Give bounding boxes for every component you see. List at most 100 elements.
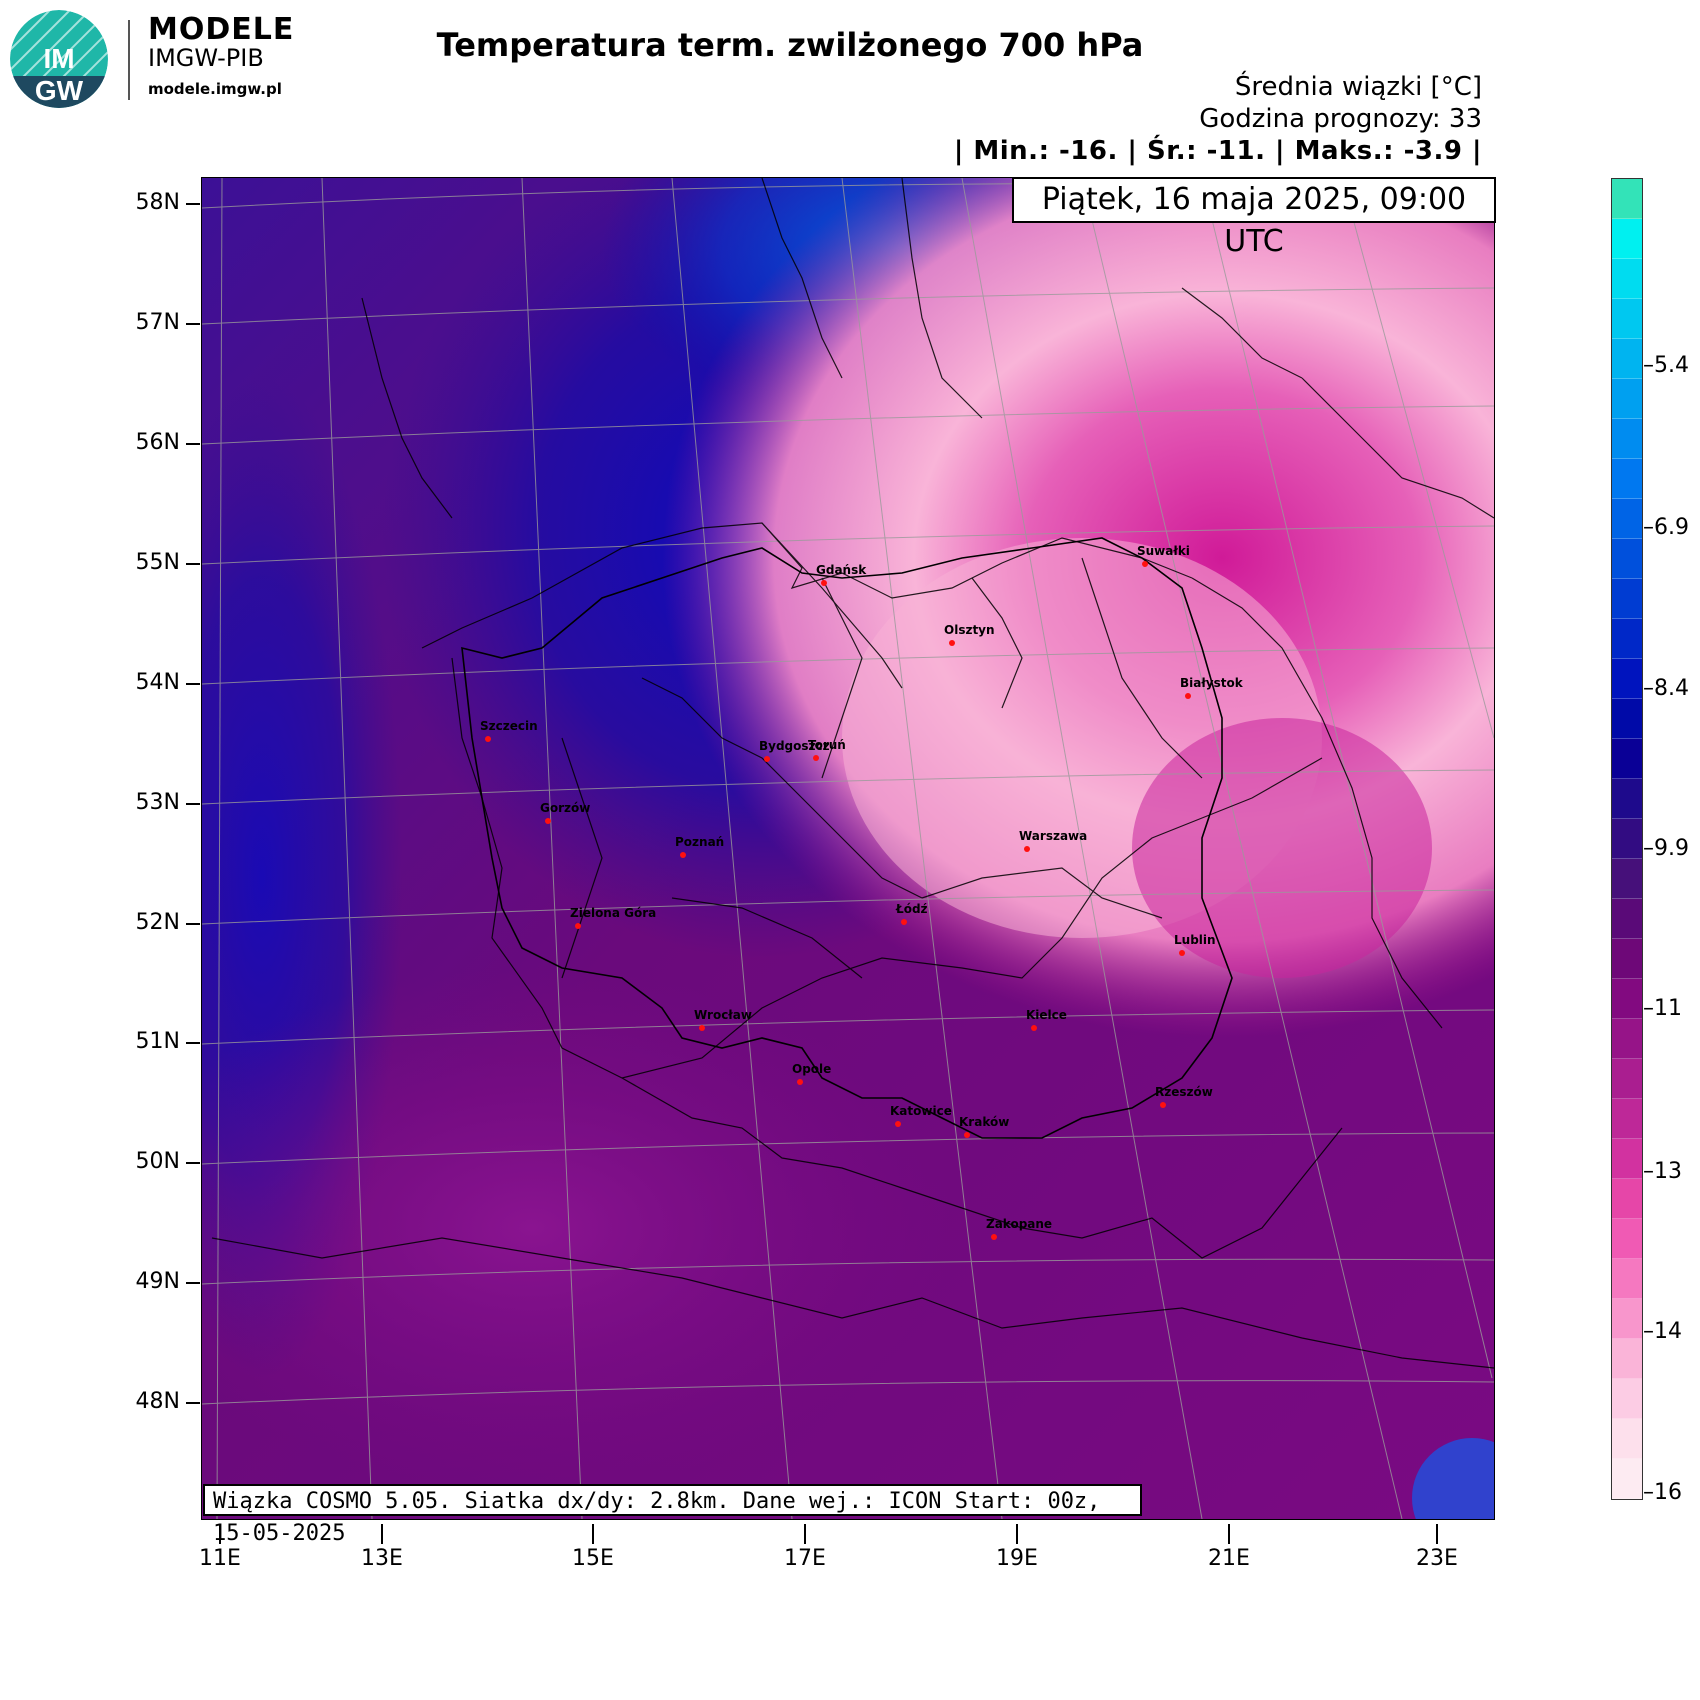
lat-tick-label: 57N [135, 310, 180, 335]
city-label: Białystok [1180, 676, 1243, 690]
field-stats: | Min.: -16. | Śr.: -11. | Maks.: -3.9 | [953, 136, 1482, 166]
colorbar-segment [1612, 979, 1642, 1019]
lat-tick-label: 56N [135, 430, 180, 455]
colorbar-segment [1612, 1059, 1642, 1099]
city-dot [764, 756, 770, 762]
colorbar-segment [1612, 179, 1642, 219]
colorbar-segment [1612, 1339, 1642, 1379]
lon-tick-label: 11E [199, 1546, 241, 1571]
city-dot [895, 1121, 901, 1127]
valid-date: Piątek, 16 maja 2025, 09:00 UTC [1012, 177, 1496, 259]
city-label: Wrocław [694, 1008, 752, 1022]
city-dot [1160, 1102, 1166, 1108]
colorbar-tick-label: –5.4 [1643, 353, 1689, 378]
colorbar-segment [1612, 339, 1642, 379]
lat-tick-label: 55N [135, 550, 180, 575]
units-label: Średnia wiązki [°C] [1234, 72, 1482, 102]
colorbar-segment [1612, 739, 1642, 779]
city-label: Toruń [808, 738, 846, 752]
city-dot [545, 818, 551, 824]
brand-url[interactable]: modele.imgw.pl [148, 80, 282, 98]
colorbar-segment [1612, 1459, 1642, 1499]
colorbar [1611, 178, 1643, 1500]
colorbar-segment [1612, 579, 1642, 619]
city-dot [813, 755, 819, 761]
lon-tick-mark [219, 1524, 221, 1544]
lat-tick-mark [186, 803, 200, 805]
colorbar-tick-label: –11 [1643, 996, 1682, 1021]
brand-title: MODELE [148, 12, 295, 47]
lon-tick-mark [592, 1524, 594, 1544]
city-label: Kielce [1026, 1008, 1067, 1022]
colorbar-segment [1612, 779, 1642, 819]
lon-tick-label: 13E [361, 1546, 403, 1571]
city-label: Opole [792, 1062, 832, 1076]
brand-divider [128, 20, 130, 100]
lat-tick-label: 49N [135, 1269, 180, 1294]
lat-tick-label: 54N [135, 670, 180, 695]
city-dot [821, 580, 827, 586]
city-dot [1031, 1025, 1037, 1031]
lat-tick-mark [186, 1402, 200, 1404]
city-dot [1179, 950, 1185, 956]
colorbar-tick-label: –13 [1643, 1159, 1682, 1184]
city-dot [797, 1079, 803, 1085]
city-label: Lublin [1174, 933, 1216, 947]
colorbar-segment [1612, 819, 1642, 859]
city-label: Bydgoszcz [759, 739, 830, 753]
city-dot [949, 640, 955, 646]
lon-tick-label: 15E [572, 1546, 614, 1571]
lon-tick-label: 17E [784, 1546, 826, 1571]
logo-text-bottom: GW [35, 75, 84, 106]
lat-tick-mark [186, 443, 200, 445]
city-dot [575, 923, 581, 929]
city-label: Zielona Góra [570, 906, 657, 920]
colorbar-tick-label: –16 [1643, 1480, 1682, 1505]
model-info-footer: Wiązka COSMO 5.05. Siatka dx/dy: 2.8km. … [203, 1484, 1142, 1546]
lat-tick-mark [186, 203, 200, 205]
lon-tick-mark [1016, 1524, 1018, 1544]
city-label: Warszawa [1019, 829, 1088, 843]
colorbar-segment [1612, 1219, 1642, 1259]
logo-text-top: IM [43, 43, 74, 74]
colorbar-tick-label: –9.9 [1643, 836, 1689, 861]
lon-tick-mark [381, 1524, 383, 1544]
colorbar-tick-label: –6.9 [1643, 515, 1689, 540]
colorbar-segment [1612, 1099, 1642, 1139]
lat-tick-mark [186, 923, 200, 925]
lon-tick-mark [1436, 1524, 1438, 1544]
city-dot [699, 1025, 705, 1031]
city-label: Gorzów [540, 801, 591, 815]
lat-tick-mark [186, 1282, 200, 1284]
city-dot [1142, 561, 1148, 567]
colorbar-tick-label: –8.4 [1643, 676, 1689, 701]
lat-tick-label: 58N [135, 190, 180, 215]
city-dot [1185, 693, 1191, 699]
city-dot [485, 736, 491, 742]
colorbar-segment [1612, 859, 1642, 899]
colorbar-segment [1612, 1299, 1642, 1339]
lat-tick-mark [186, 563, 200, 565]
colorbar-segment [1612, 1259, 1642, 1299]
map-title: Temperatura term. zwilżonego 700 hPa [436, 26, 1144, 64]
city-dot [991, 1234, 997, 1240]
map-canvas [112, 68, 1700, 1558]
city-label: Rzeszów [1155, 1085, 1213, 1099]
colorbar-segment [1612, 219, 1642, 259]
weather-map [112, 68, 1700, 1558]
lon-tick-label: 23E [1416, 1546, 1458, 1571]
city-label: Poznań [675, 835, 725, 849]
lat-tick-label: 50N [135, 1149, 180, 1174]
city-label: Suwałki [1137, 544, 1190, 558]
city-label: Olsztyn [944, 623, 995, 637]
colorbar-segment [1612, 539, 1642, 579]
lat-tick-mark [186, 1162, 200, 1164]
lat-tick-label: 52N [135, 910, 180, 935]
city-dot [901, 919, 907, 925]
lat-tick-label: 53N [135, 790, 180, 815]
colorbar-segment [1612, 1419, 1642, 1459]
colorbar-segment [1612, 1019, 1642, 1059]
forecast-hour: Godzina prognozy: 33 [1199, 104, 1482, 134]
lat-tick-label: 48N [135, 1389, 180, 1414]
lon-tick-mark [804, 1524, 806, 1544]
